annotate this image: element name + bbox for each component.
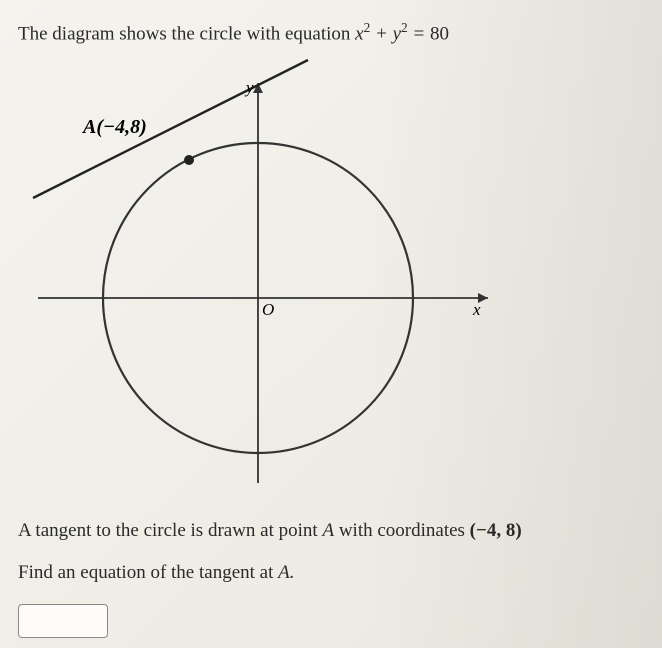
tangent-prefix: A tangent to the circle is drawn at poin… (18, 520, 322, 541)
origin-label: O (262, 300, 274, 319)
tangent-coords: (−4, 8) (470, 520, 522, 541)
tangent-description: A tangent to the circle is drawn at poin… (18, 513, 644, 549)
tangent-point: A (322, 520, 334, 541)
eq-rhs: 80 (430, 23, 449, 44)
intro-text: The diagram shows the circle with equati… (18, 23, 355, 44)
point-a-dot (184, 155, 194, 165)
x-axis-label: x (472, 300, 481, 319)
circle-diagram: A(−4,8) O x y (28, 53, 508, 498)
tangent-mid: with coordinates (334, 520, 470, 541)
find-point: A. (278, 562, 294, 583)
point-a-label: A(−4,8) (81, 116, 147, 138)
diagram-container: A(−4,8) O x y (18, 53, 644, 498)
answer-input-box[interactable] (18, 604, 108, 638)
y-axis-label: y (244, 78, 254, 97)
find-prefix: Find an equation of the tangent at (18, 562, 278, 583)
eq-x: x (355, 23, 363, 44)
eq-plus: + (370, 23, 392, 44)
eq-eq: = (408, 23, 430, 44)
tangent-line (33, 60, 308, 198)
find-instruction: Find an equation of the tangent at A. (18, 555, 644, 591)
eq-y-exp: 2 (401, 20, 408, 35)
eq-y: y (393, 23, 401, 44)
question-intro: The diagram shows the circle with equati… (18, 20, 644, 45)
